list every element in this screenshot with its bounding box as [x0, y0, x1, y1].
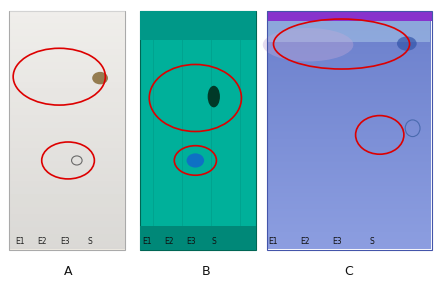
- Bar: [139, 11, 255, 250]
- Text: C: C: [344, 265, 353, 278]
- Text: E1: E1: [142, 237, 152, 246]
- Text: E1: E1: [268, 237, 277, 246]
- Text: E2: E2: [37, 237, 46, 246]
- Ellipse shape: [207, 86, 219, 107]
- Text: S: S: [369, 237, 374, 246]
- Bar: [240, 40, 241, 226]
- Text: E3: E3: [332, 237, 341, 246]
- Text: E1: E1: [15, 237, 25, 246]
- Text: E2: E2: [300, 237, 309, 246]
- Ellipse shape: [396, 36, 416, 51]
- Bar: [210, 40, 212, 226]
- Text: S: S: [212, 237, 216, 246]
- Ellipse shape: [262, 28, 353, 61]
- Bar: [266, 11, 431, 250]
- Ellipse shape: [92, 72, 108, 84]
- Bar: [152, 40, 154, 226]
- Text: E3: E3: [186, 237, 195, 246]
- Text: S: S: [88, 237, 92, 246]
- Ellipse shape: [186, 153, 204, 168]
- Bar: [266, 11, 431, 21]
- Bar: [139, 226, 255, 250]
- Text: A: A: [64, 265, 72, 278]
- Text: B: B: [201, 265, 210, 278]
- Bar: [181, 40, 183, 226]
- Bar: [139, 11, 255, 40]
- Text: E2: E2: [163, 237, 173, 246]
- Bar: [9, 11, 125, 250]
- Text: E3: E3: [60, 237, 70, 246]
- Bar: [268, 21, 429, 42]
